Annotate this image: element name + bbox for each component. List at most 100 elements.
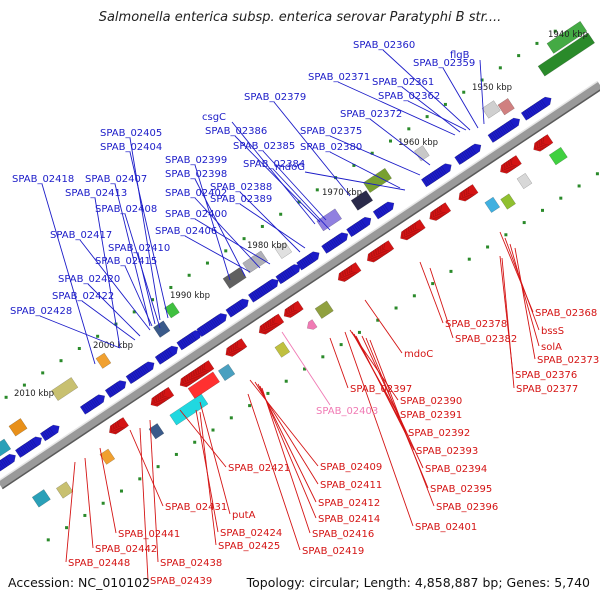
ring-marker xyxy=(498,66,502,70)
ring-marker xyxy=(431,282,435,286)
annotation-block xyxy=(217,363,236,382)
ring-marker xyxy=(389,139,393,143)
ring-marker xyxy=(229,416,233,420)
forward-gene xyxy=(470,143,482,155)
reverse-label-spab-02412: SPAB_02412 xyxy=(318,498,380,509)
reverse-label-spab-02368: SPAB_02368 xyxy=(535,308,597,319)
reverse-label-spab-02391: SPAB_02391 xyxy=(400,410,462,421)
forward-label-spab-02402: SPAB_02402 xyxy=(165,188,227,199)
map-title: Salmonella enterica subsp. enterica sero… xyxy=(98,10,502,25)
ring-marker xyxy=(193,440,197,444)
reverse-leader xyxy=(329,337,349,389)
pseudo-label-spab-02403: SPAB_02403 xyxy=(316,406,378,417)
forward-label-flgb: flgB xyxy=(450,50,470,61)
reverse-label-spab-02409: SPAB_02409 xyxy=(320,462,382,473)
forward-leader xyxy=(329,151,401,189)
forward-label-spab-02405: SPAB_02405 xyxy=(100,128,162,139)
ring-marker xyxy=(156,465,160,469)
ring-marker xyxy=(224,249,228,253)
annotation-block xyxy=(153,320,171,338)
reverse-gene xyxy=(292,300,304,312)
ring-marker xyxy=(480,78,484,82)
annotation-block xyxy=(222,267,247,289)
annotation-block xyxy=(548,146,568,166)
reverse-leader xyxy=(369,339,435,507)
tick-2010-kbp: 2010 kbp xyxy=(14,389,54,399)
forward-leader xyxy=(39,315,121,349)
forward-leader xyxy=(382,49,471,131)
forward-gene xyxy=(308,251,320,262)
topology-summary: Topology: circular; Length: 4,858,887 bp… xyxy=(246,575,590,590)
ring-marker xyxy=(407,127,411,131)
forward-label-spab-02375: SPAB_02375 xyxy=(300,126,362,137)
forward-gene xyxy=(540,96,552,108)
reverse-label-spab-02439: SPAB_02439 xyxy=(150,576,212,587)
forward-label-spab-02422: SPAB_02422 xyxy=(52,291,114,302)
ring-marker xyxy=(132,310,136,314)
forward-label-spab-02371: SPAB_02371 xyxy=(308,72,370,83)
forward-gene xyxy=(143,361,155,373)
forward-leader xyxy=(194,164,231,281)
reverse-gene xyxy=(383,240,395,252)
ring-marker xyxy=(187,273,191,277)
reverse-leader xyxy=(501,257,515,389)
forward-label-spab-02413: SPAB_02413 xyxy=(65,188,127,199)
ring-marker xyxy=(357,330,361,334)
reverse-leader xyxy=(65,461,76,563)
ring-marker xyxy=(119,489,123,493)
reverse-label-spab-02421: SPAB_02421 xyxy=(228,463,290,474)
forward-gene xyxy=(289,264,301,275)
ring-marker xyxy=(4,395,8,399)
reverse-leader xyxy=(259,385,317,519)
forward-label-spab-02415: SPAB_02415 xyxy=(95,256,157,267)
reverse-label-spab-02438: SPAB_02438 xyxy=(160,558,222,569)
accession-text: Accession: NC_010102 xyxy=(8,575,151,590)
reverse-label-spab-02394: SPAB_02394 xyxy=(425,464,487,475)
reverse-leader xyxy=(509,243,540,347)
ring-marker xyxy=(101,501,105,505)
ring-marker xyxy=(315,188,319,192)
reverse-gene xyxy=(440,202,452,214)
annotation-block xyxy=(516,172,533,190)
forward-label-spab-02420: SPAB_02420 xyxy=(58,274,120,285)
ring-marker xyxy=(412,294,416,298)
ring-marker xyxy=(467,257,471,261)
reverse-gene xyxy=(118,416,130,429)
backbone-highlight xyxy=(0,80,599,481)
ring-marker xyxy=(553,29,557,33)
annotation-block xyxy=(55,481,74,499)
annotation-block xyxy=(316,208,343,232)
forward-leader xyxy=(137,252,156,325)
forward-leader xyxy=(442,67,479,129)
tick-1980-kbp: 1980 kbp xyxy=(247,241,287,251)
backbone-shadow xyxy=(1,89,600,490)
reverse-gene xyxy=(542,134,554,146)
forward-label-spab-02388: SPAB_02388 xyxy=(210,182,272,193)
forward-gene xyxy=(360,216,372,228)
reverse-leader xyxy=(261,387,311,534)
forward-gene xyxy=(167,345,179,357)
tick-1950-kbp: 1950 kbp xyxy=(472,83,512,93)
forward-label-spab-02359: SPAB_02359 xyxy=(413,58,475,69)
backbone-band xyxy=(0,81,600,489)
forward-gene xyxy=(337,232,349,243)
forward-gene xyxy=(115,380,127,391)
forward-gene xyxy=(268,278,279,290)
forward-leader xyxy=(231,121,316,225)
reverse-label-spab-02414: SPAB_02414 xyxy=(318,514,380,525)
forward-leader xyxy=(194,218,271,265)
reverse-leader xyxy=(199,411,217,546)
ring-marker xyxy=(462,90,466,94)
forward-leader xyxy=(114,183,151,327)
ring-marker xyxy=(425,115,429,119)
annotation-block xyxy=(50,377,79,402)
forward-gene xyxy=(383,201,395,213)
annotation-block xyxy=(497,98,515,116)
tick-2000-kbp: 2000 kbp xyxy=(93,341,133,351)
ring-marker xyxy=(242,237,246,241)
annotation-block xyxy=(99,448,116,465)
ring-marker xyxy=(65,526,69,530)
forward-label-spab-02380: SPAB_02380 xyxy=(300,142,362,153)
ring-marker xyxy=(303,367,307,371)
forward-label-spab-02428: SPAB_02428 xyxy=(10,306,72,317)
